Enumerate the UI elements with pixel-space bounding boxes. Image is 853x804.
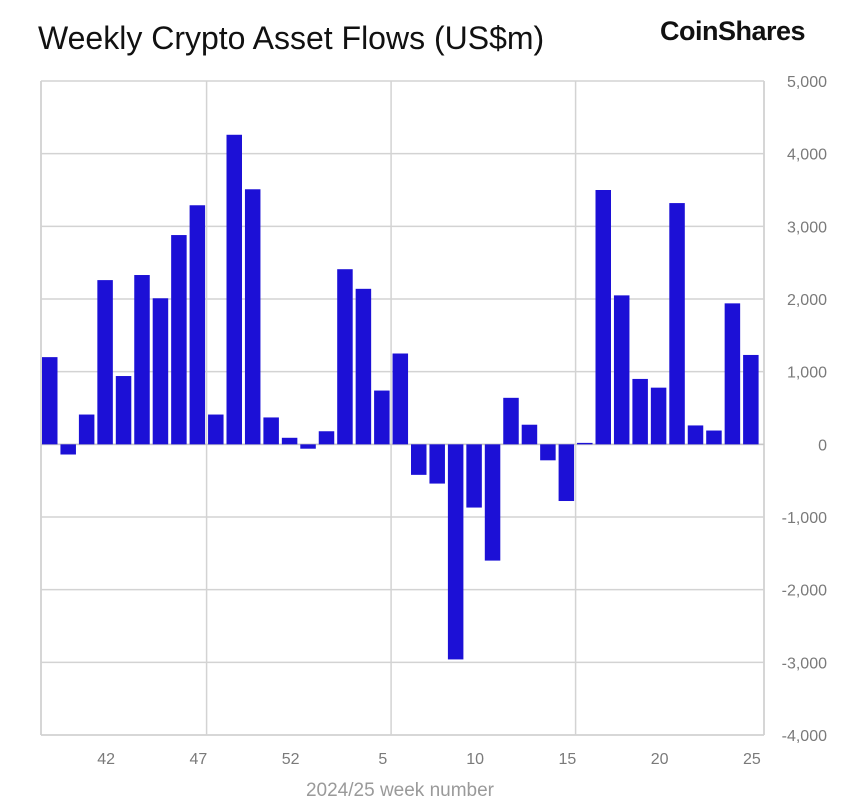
bar-week-4 (355, 288, 372, 445)
x-tick-label: 20 (651, 751, 669, 768)
bar-week-43 (115, 376, 132, 445)
bar-week-41 (78, 414, 95, 445)
y-axis-ticks: 5,000 4,000 3,000 2,000 1,000 0 -1,000 -2,000 -3… (782, 74, 827, 745)
bar-week-7 (411, 444, 427, 475)
bar-week-3 (337, 269, 353, 445)
bar-week-2 (318, 431, 335, 445)
bar-week-1 (300, 444, 316, 449)
bar-week-13 (521, 424, 538, 445)
x-tick-label: 10 (466, 751, 484, 768)
x-axis-ticks: 42 47 52 5 10 15 20 25 (97, 751, 761, 768)
x-axis-label: 2024/25 week number (306, 780, 495, 801)
brand-logo: CoinShares (660, 16, 806, 46)
x-tick-label: 5 (378, 751, 387, 768)
y-tick-label: 0 (818, 437, 827, 454)
bar-week-52 (281, 437, 298, 445)
x-tick-label: 47 (189, 751, 207, 768)
bar-week-45 (152, 298, 169, 445)
y-tick-label: 3,000 (787, 219, 827, 236)
bar-week-49 (226, 134, 242, 445)
bar-week-47 (189, 205, 206, 445)
x-tick-label: 25 (743, 751, 761, 768)
bar-week-42 (97, 280, 113, 445)
bar-week-22 (687, 425, 704, 445)
bar-week-39 (42, 357, 58, 445)
y-tick-label: -2,000 (782, 583, 827, 600)
y-tick-label: 5,000 (787, 74, 827, 91)
y-tick-label: -1,000 (782, 510, 827, 527)
bar-week-18 (613, 295, 630, 445)
chart-title: Weekly Crypto Asset Flows (US$m) (38, 20, 545, 56)
bar-week-17 (595, 190, 611, 445)
bar-week-44 (134, 275, 150, 445)
y-tick-label: -4,000 (782, 728, 827, 745)
bar-week-6 (392, 353, 409, 445)
bar-week-25 (743, 354, 759, 445)
bar-week-24 (724, 303, 741, 445)
x-tick-label: 42 (97, 751, 115, 768)
bar-week-9 (447, 444, 464, 660)
bar-week-51 (263, 417, 279, 445)
x-tick-label: 15 (558, 751, 576, 768)
bar-week-16 (577, 442, 593, 445)
bar-week-19 (632, 378, 648, 445)
bar-week-21 (669, 203, 685, 445)
y-tick-label: -3,000 (782, 655, 827, 672)
y-tick-label: 2,000 (787, 292, 827, 309)
y-tick-label: 1,000 (787, 365, 827, 382)
x-tick-label: 52 (282, 751, 300, 768)
y-tick-label: 4,000 (787, 147, 827, 164)
bar-week-15 (558, 444, 575, 502)
bar-week-20 (650, 387, 667, 445)
bar-week-5 (374, 390, 390, 445)
bar-week-10 (466, 444, 482, 508)
bar-week-11 (484, 444, 501, 561)
chart-bars (42, 134, 759, 660)
bar-week-40 (60, 444, 76, 455)
bar-week-23 (706, 430, 722, 445)
bar-week-46 (171, 235, 187, 445)
bar-week-8 (429, 444, 445, 484)
bar-week-14 (540, 444, 556, 461)
bar-week-48 (208, 414, 224, 445)
bar-week-50 (244, 189, 261, 445)
bar-week-12 (503, 397, 519, 445)
